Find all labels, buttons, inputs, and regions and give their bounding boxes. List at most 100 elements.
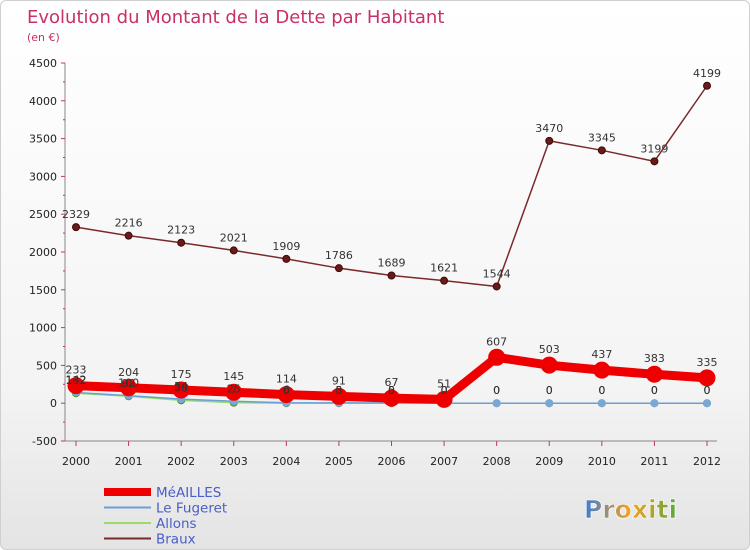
data-label: 38 [174, 381, 188, 394]
y-tick-label: 4000 [29, 95, 57, 108]
logo-text: Proxiti [584, 495, 677, 524]
data-label: 142 [66, 373, 87, 386]
data-label: 175 [171, 368, 192, 381]
y-axis: -500 0 500 1000 1500 2000 2500 3000 3500 4000 4500 [29, 57, 66, 448]
data-point [387, 271, 396, 280]
data-label: 1689 [378, 257, 406, 270]
data-point [540, 356, 558, 374]
data-point [645, 365, 663, 383]
data-label: 1621 [430, 262, 458, 275]
data-point [698, 369, 716, 387]
data-label: 3470 [535, 122, 563, 135]
data-label: 0 [388, 384, 395, 397]
data-point [124, 231, 133, 240]
data-label: 0 [493, 384, 500, 397]
data-point [435, 390, 453, 408]
proxiti-logo: Proxiti [584, 495, 678, 525]
data-label: 25 [227, 382, 241, 395]
data-point [650, 157, 659, 166]
data-label: 51 [437, 377, 451, 390]
x-tick-label: 2009 [535, 455, 563, 468]
data-point [330, 387, 348, 405]
data-label: 145 [223, 370, 244, 383]
data-label: 4199 [693, 67, 721, 80]
data-label: 0 [598, 384, 605, 397]
y-tick-label: 1000 [29, 322, 57, 335]
data-label: 0 [546, 384, 553, 397]
data-labels: 2329 2216 2123 2021 1909 1786 1689 1621 1544 3470… [62, 67, 721, 397]
x-axis: 2000 2001 2002 2003 2004 2005 2006 2007 2008 2009… [62, 440, 721, 468]
data-label: 0 [283, 384, 290, 397]
data-label: 91 [332, 374, 346, 387]
data-point [545, 136, 554, 145]
data-label: 0 [441, 384, 448, 397]
y-tick-label: 1500 [29, 284, 57, 297]
data-label: 1786 [325, 249, 353, 262]
data-label: 204 [118, 366, 139, 379]
legend-label: Allons [156, 516, 197, 532]
data-label: 1909 [272, 240, 300, 253]
x-tick-label: 2011 [640, 455, 668, 468]
x-tick-label: 2007 [430, 455, 458, 468]
data-label: 0 [493, 384, 500, 397]
data-label: 100 [118, 377, 139, 390]
data-point [225, 383, 243, 401]
data-point [703, 81, 711, 90]
data-label: 2021 [220, 231, 248, 244]
data-label: 54 [174, 380, 188, 393]
data-point [277, 386, 295, 404]
data-point [282, 254, 291, 263]
x-tick-label: 2008 [483, 455, 511, 468]
data-label: 114 [276, 373, 297, 386]
y-tick-label: 2500 [29, 208, 57, 221]
x-tick-label: 2004 [272, 455, 300, 468]
data-label: 1544 [483, 267, 511, 280]
data-label: 0 [704, 384, 711, 397]
data-label: 0 [335, 384, 342, 397]
y-tick-label: -500 [32, 435, 57, 448]
data-label: 0 [651, 384, 658, 397]
chart-title: Evolution du Montant de la Dette par Hab… [27, 7, 444, 28]
data-point [67, 377, 85, 395]
data-point [177, 238, 186, 247]
y-tick-label: 3500 [29, 133, 57, 146]
data-label: 5 [335, 384, 342, 397]
data-point [593, 361, 611, 379]
legend-label: Braux [156, 532, 196, 548]
legend-label: MéAILLES [156, 485, 221, 501]
y-tick-label: 2000 [29, 246, 57, 259]
data-point [597, 399, 606, 408]
x-tick-label: 2006 [378, 455, 406, 468]
data-label: 0 [704, 384, 711, 397]
data-label: 92 [122, 377, 136, 390]
data-point [383, 389, 400, 407]
x-tick-label: 2002 [167, 455, 195, 468]
data-label: 2123 [167, 224, 195, 237]
x-tick-label: 2012 [693, 455, 721, 468]
data-point [229, 246, 238, 255]
data-label: 335 [697, 356, 718, 369]
data-label: 503 [539, 343, 560, 356]
data-label: 607 [486, 335, 507, 348]
data-point [492, 282, 501, 291]
data-point [597, 146, 606, 155]
chart-subtitle: (en €) [27, 31, 60, 44]
data-point [545, 399, 554, 408]
data-label: 5 [388, 384, 395, 397]
x-tick-label: 2000 [62, 455, 90, 468]
data-label: 67 [385, 376, 399, 389]
data-label: 7 [230, 384, 237, 397]
x-tick-label: 2005 [325, 455, 353, 468]
data-label: 0 [546, 384, 553, 397]
data-label: 0 [651, 384, 658, 397]
data-point [488, 348, 506, 366]
y-tick-label: 0 [50, 397, 57, 410]
data-point [172, 381, 190, 399]
data-point [703, 399, 711, 408]
y-tick-label: 4500 [29, 57, 57, 70]
data-label: 437 [591, 348, 612, 361]
data-point [650, 399, 659, 408]
